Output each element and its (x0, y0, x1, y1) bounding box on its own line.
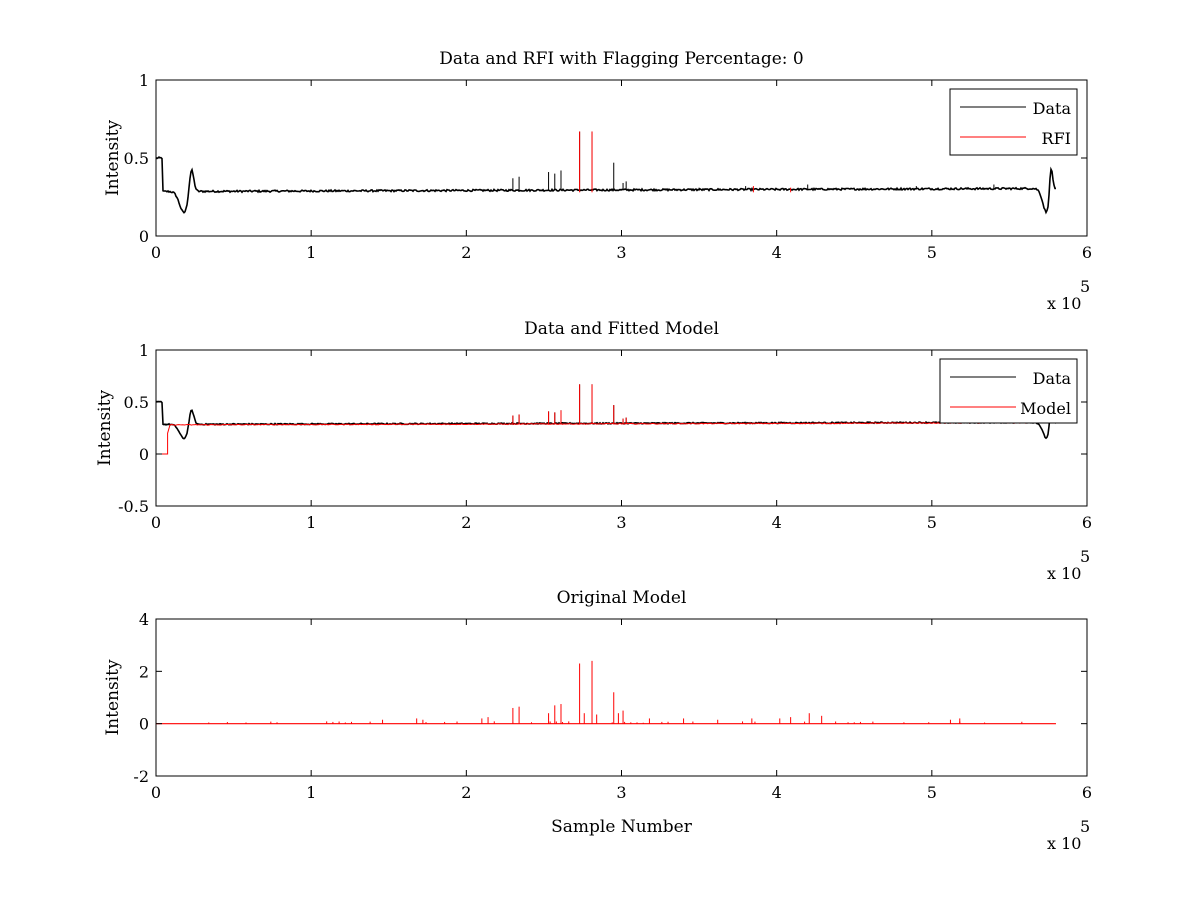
series-data-line (156, 156, 1056, 215)
legend: Data Model (939, 358, 1078, 424)
x-tick-label: 5 (927, 243, 937, 262)
x-tick-label: 2 (461, 513, 471, 532)
y-tick-label: 0.5 (124, 149, 149, 168)
y-axis-label: Intensity (95, 390, 115, 466)
legend: Data RFI (949, 88, 1078, 156)
chart-title: Data and RFI with Flagging Percentage: 0 (439, 49, 803, 69)
y-axis-label: Intensity (103, 120, 123, 196)
y-tick-label: 0 (139, 715, 149, 734)
y-tick-label: 4 (139, 610, 149, 629)
axis-ticks (155, 618, 1088, 777)
plot-area (156, 384, 1057, 455)
series-model (156, 384, 1033, 455)
x-exponent-power: 5 (1080, 277, 1090, 296)
y-tick-label: 0 (139, 227, 149, 246)
chart-title: Data and Fitted Model (524, 319, 719, 339)
legend-label-model: Model (1020, 399, 1071, 418)
x-tick-label: 1 (306, 783, 316, 802)
y-tick-label: 2 (139, 662, 149, 681)
legend-label-data: Data (1033, 369, 1072, 388)
x-tick-label: 4 (772, 783, 782, 802)
x-tick-label: 1 (306, 513, 316, 532)
y-axis-label: Intensity (103, 659, 123, 735)
y-tick-label: 1 (139, 71, 149, 90)
x-tick-label: 5 (927, 513, 937, 532)
x-tick-label: 4 (772, 513, 782, 532)
x-exponent-label: x 10 (1047, 294, 1081, 313)
y-tick-label: 0 (139, 445, 149, 464)
x-exponent-label: x 10 (1047, 564, 1081, 583)
axis-ticks (155, 79, 1088, 237)
x-tick-label: 1 (306, 243, 316, 262)
y-tick-label: -2 (133, 767, 149, 786)
plot-area (156, 131, 1056, 215)
x-tick-label: 4 (772, 243, 782, 262)
series-data (156, 131, 1056, 215)
x-exponent-label: x 10 (1047, 834, 1081, 853)
x-tick-label: 0 (151, 513, 161, 532)
series-rfi (579, 131, 792, 193)
chart-title: Original Model (557, 588, 687, 608)
legend-label-rfi: RFI (1042, 129, 1071, 148)
x-exponent-power: 5 (1080, 547, 1090, 566)
x-tick-label: 6 (1082, 513, 1092, 532)
legend-label-data: Data (1033, 99, 1072, 118)
x-tick-label: 0 (151, 783, 161, 802)
legend-box (949, 88, 1078, 156)
axes-frame (155, 349, 1088, 507)
plot-area (156, 660, 1056, 725)
axis-ticks (155, 349, 1088, 507)
x-tick-label: 2 (461, 243, 471, 262)
x-tick-label: 6 (1082, 243, 1092, 262)
x-axis-label: Sample Number (551, 817, 693, 837)
x-tick-label: 6 (1082, 783, 1092, 802)
x-tick-label: 5 (927, 783, 937, 802)
legend-box (939, 358, 1078, 424)
x-tick-label: 0 (151, 243, 161, 262)
x-tick-label: 3 (616, 243, 626, 262)
axes-frame (155, 79, 1088, 237)
series-model-line (156, 421, 1033, 455)
series-model-0 (156, 660, 1056, 725)
y-tick-label: 1 (139, 341, 149, 360)
x-exponent-power: 5 (1080, 817, 1090, 836)
axes-frame (155, 618, 1088, 777)
x-tick-label: 2 (461, 783, 471, 802)
y-tick-label: 0.5 (124, 393, 149, 412)
y-tick-label: -0.5 (118, 497, 149, 516)
x-tick-label: 3 (616, 783, 626, 802)
x-tick-label: 3 (616, 513, 626, 532)
